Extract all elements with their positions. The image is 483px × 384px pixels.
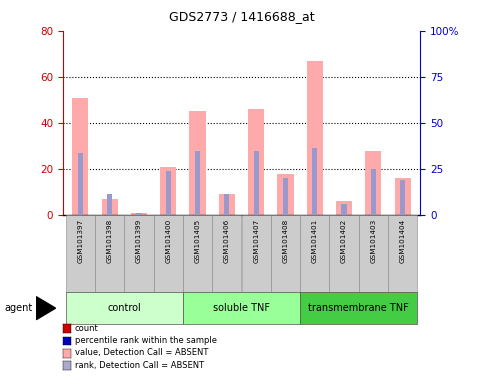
- Text: count: count: [75, 324, 99, 333]
- Bar: [359, 215, 388, 292]
- Bar: [166, 171, 171, 215]
- Text: GSM101398: GSM101398: [107, 219, 113, 263]
- Bar: [224, 194, 229, 215]
- Text: GSM101400: GSM101400: [165, 219, 171, 263]
- Text: control: control: [107, 303, 141, 313]
- Bar: [283, 178, 288, 215]
- Bar: [329, 215, 359, 292]
- Bar: [371, 169, 376, 215]
- Text: agent: agent: [5, 303, 33, 313]
- Bar: [336, 201, 352, 215]
- Bar: [72, 98, 88, 215]
- Text: GSM101397: GSM101397: [77, 219, 84, 263]
- Text: GSM101407: GSM101407: [253, 219, 259, 263]
- Bar: [212, 215, 242, 292]
- Bar: [219, 194, 235, 215]
- Text: soluble TNF: soluble TNF: [213, 303, 270, 313]
- Text: transmembrane TNF: transmembrane TNF: [308, 303, 409, 313]
- Text: GSM101404: GSM101404: [399, 219, 406, 263]
- Bar: [312, 148, 317, 215]
- Text: percentile rank within the sample: percentile rank within the sample: [75, 336, 217, 345]
- Bar: [388, 215, 417, 292]
- Text: GSM101408: GSM101408: [283, 219, 288, 263]
- Bar: [242, 215, 271, 292]
- Bar: [101, 199, 118, 215]
- Bar: [195, 151, 200, 215]
- Bar: [189, 111, 206, 215]
- Bar: [78, 153, 83, 215]
- Bar: [248, 109, 264, 215]
- Polygon shape: [36, 296, 56, 319]
- Text: value, Detection Call = ABSENT: value, Detection Call = ABSENT: [75, 348, 208, 358]
- Bar: [271, 215, 300, 292]
- Bar: [183, 292, 300, 324]
- Bar: [395, 178, 411, 215]
- Text: GDS2773 / 1416688_at: GDS2773 / 1416688_at: [169, 10, 314, 23]
- Bar: [300, 215, 329, 292]
- Bar: [124, 215, 154, 292]
- Text: GSM101405: GSM101405: [195, 219, 200, 263]
- Text: GSM101401: GSM101401: [312, 219, 318, 263]
- Text: GSM101402: GSM101402: [341, 219, 347, 263]
- Text: rank, Detection Call = ABSENT: rank, Detection Call = ABSENT: [75, 361, 204, 370]
- Bar: [365, 151, 382, 215]
- Bar: [66, 292, 183, 324]
- Bar: [154, 215, 183, 292]
- Bar: [66, 215, 95, 292]
- Bar: [183, 215, 212, 292]
- Text: GSM101403: GSM101403: [370, 219, 376, 263]
- Bar: [307, 61, 323, 215]
- Bar: [254, 151, 259, 215]
- Bar: [341, 204, 347, 215]
- Text: GSM101399: GSM101399: [136, 219, 142, 263]
- Bar: [107, 194, 112, 215]
- Bar: [136, 213, 142, 215]
- Text: GSM101406: GSM101406: [224, 219, 230, 263]
- Bar: [277, 174, 294, 215]
- Bar: [300, 292, 417, 324]
- Bar: [95, 215, 124, 292]
- Bar: [131, 213, 147, 215]
- Bar: [160, 167, 176, 215]
- Bar: [400, 180, 405, 215]
